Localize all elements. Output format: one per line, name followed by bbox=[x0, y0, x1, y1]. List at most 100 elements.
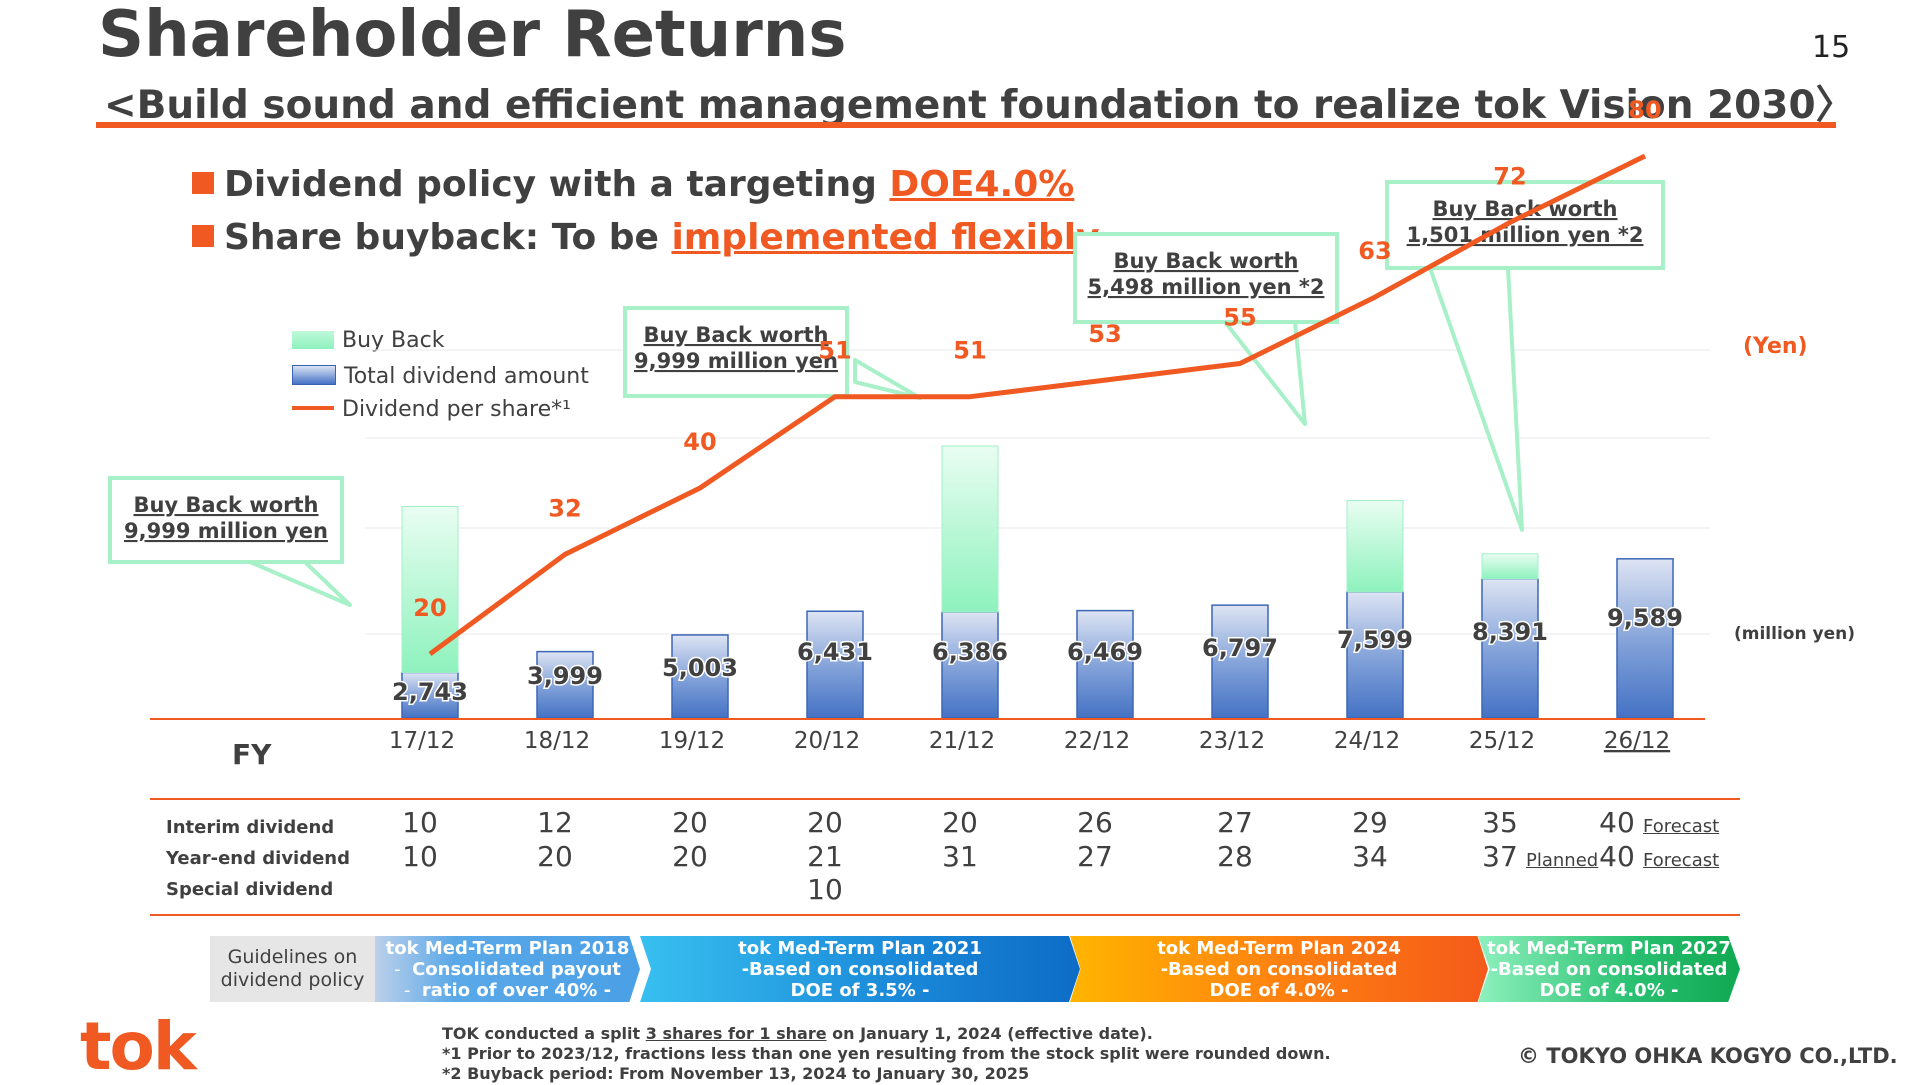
dividend-data-label: 2,743 bbox=[392, 678, 468, 706]
bar-total-dividend bbox=[1616, 558, 1674, 719]
table-cell: 20 bbox=[537, 840, 573, 873]
plan-2024: tok Med-Term Plan 2024 -Based on consoli… bbox=[1070, 936, 1488, 1002]
bar-buyback bbox=[1346, 500, 1404, 593]
dps-data-label: 63 bbox=[1358, 237, 1391, 265]
table-cell: 40 bbox=[1599, 806, 1635, 839]
dps-data-label: 51 bbox=[953, 337, 986, 365]
callout-pointer bbox=[248, 560, 352, 607]
plan-line: -Based on consolidated bbox=[1490, 958, 1728, 980]
plan-2021: tok Med-Term Plan 2021 -Based on consoli… bbox=[640, 936, 1080, 1002]
bullet-text: Share buyback: To be bbox=[224, 217, 672, 258]
dividend-data-label: 6,469 bbox=[1067, 638, 1143, 666]
table-cell: 31 bbox=[942, 840, 978, 873]
unit-yen: (Yen) bbox=[1743, 334, 1808, 359]
bar-total-dividend bbox=[1346, 591, 1404, 719]
callout-line2: 9,999 million yen bbox=[634, 349, 838, 373]
plan-title: tok Med-Term Plan 2024 bbox=[1157, 937, 1401, 959]
legend-swatch-buyback bbox=[292, 331, 334, 349]
table-cell: 20 bbox=[807, 806, 843, 839]
plan-title: tok Med-Term Plan 2018 bbox=[385, 937, 630, 959]
x-tick-label: 21/12 bbox=[929, 728, 995, 754]
table-cell: 40 bbox=[1599, 840, 1635, 873]
bullet-text: Dividend policy with a targeting bbox=[224, 164, 890, 205]
dps-data-label: 51 bbox=[818, 337, 851, 365]
table-cell: 27 bbox=[1217, 806, 1253, 839]
bar-total-dividend bbox=[1076, 609, 1134, 719]
callout-pointer bbox=[1428, 266, 1524, 532]
table-cell: 34 bbox=[1352, 840, 1388, 873]
plan-line: - ratio of over 40% - bbox=[403, 979, 612, 1001]
plan-line: DOE of 4.0% - bbox=[1539, 979, 1679, 1001]
fy-label: FY bbox=[232, 738, 272, 771]
bar-total-dividend bbox=[671, 634, 729, 719]
unit-million-yen: (million yen) bbox=[1734, 624, 1855, 644]
page-subtitle: <Build sound and efficient management fo… bbox=[104, 83, 1855, 128]
x-tick-label: 22/12 bbox=[1064, 728, 1130, 754]
callout-line2: 9,999 million yen bbox=[124, 519, 328, 543]
callout-line2: 5,498 million yen *2 bbox=[1088, 275, 1325, 299]
callout-line1: Buy Back worth bbox=[1113, 249, 1298, 273]
dividend-data-label: 9,589 bbox=[1607, 604, 1683, 632]
callout-box bbox=[623, 306, 849, 398]
table-cell: 20 bbox=[672, 806, 708, 839]
table-cell: 35 bbox=[1482, 806, 1518, 839]
legend-swatch-dps bbox=[292, 406, 334, 410]
dividend-data-label: 8,391 bbox=[1472, 618, 1548, 646]
legend-dps: Dividend per share*¹ bbox=[292, 397, 571, 422]
table-cell: 21 bbox=[807, 840, 843, 873]
guidelines-label: Guidelines on dividend policy bbox=[210, 936, 375, 1002]
row-label-year-end: Year-end dividend bbox=[166, 848, 351, 869]
callout-pointer bbox=[853, 358, 922, 400]
callout-line1: Buy Back worth bbox=[133, 493, 318, 517]
square-bullet-icon bbox=[192, 172, 214, 194]
table-cell: 12 bbox=[537, 806, 573, 839]
legend-label: Buy Back bbox=[342, 328, 445, 353]
table-cell: 10 bbox=[402, 806, 438, 839]
x-tick-label: 17/12 bbox=[389, 728, 455, 754]
dps-data-label: 40 bbox=[683, 428, 716, 456]
dividend-data-label: 5,003 bbox=[662, 654, 738, 682]
x-tick-label: 24/12 bbox=[1334, 728, 1400, 754]
plan-2027: tok Med-Term Plan 2027 -Based on consoli… bbox=[1478, 936, 1740, 1002]
table-cell: 26 bbox=[1077, 806, 1113, 839]
table-cell-note: Forecast bbox=[1643, 816, 1720, 837]
callout-line1: Buy Back worth bbox=[643, 323, 828, 347]
x-tick-label: 25/12 bbox=[1469, 728, 1535, 754]
table-cell: 29 bbox=[1352, 806, 1388, 839]
title-divider bbox=[96, 122, 1836, 128]
legend-total-dividend: Total dividend amount bbox=[292, 364, 589, 389]
table-cell: 20 bbox=[942, 806, 978, 839]
legend-label: Total dividend amount bbox=[344, 364, 589, 389]
dividend-data-label: 7,599 bbox=[1337, 626, 1413, 654]
table-cell-note: Planned bbox=[1526, 850, 1599, 871]
copyright: © TOKYO OHKA KOGYO CO.,LTD. bbox=[1518, 1044, 1898, 1068]
x-tick-label: 23/12 bbox=[1199, 728, 1265, 754]
dps-data-label: 53 bbox=[1088, 320, 1121, 348]
x-tick-label: 18/12 bbox=[524, 728, 590, 754]
dps-line bbox=[428, 153, 1647, 657]
table-cell: 20 bbox=[672, 840, 708, 873]
plan-line: -Based on consolidated bbox=[741, 958, 979, 980]
dps-data-label: 80 bbox=[1628, 96, 1661, 124]
bar-total-dividend bbox=[536, 650, 594, 719]
dps-data-label: 72 bbox=[1493, 162, 1526, 190]
legend-label: Dividend per share*¹ bbox=[342, 397, 571, 422]
table-cell-note: Forecast bbox=[1643, 850, 1720, 871]
plan-line: DOE of 4.0% - bbox=[1209, 979, 1349, 1001]
table-cell: 27 bbox=[1077, 840, 1113, 873]
plan-2018: tok Med-Term Plan 2018 - Consolidated pa… bbox=[375, 936, 640, 1002]
table-cell: 10 bbox=[402, 840, 438, 873]
legend-buyback: Buy Back bbox=[292, 328, 444, 353]
dividend-data-label: 6,431 bbox=[797, 638, 873, 666]
dividend-data-label: 6,386 bbox=[932, 638, 1008, 666]
dividend-data-label: 6,797 bbox=[1202, 634, 1278, 662]
table-bottom-rule bbox=[150, 914, 1740, 916]
page-number: 15 bbox=[1812, 30, 1851, 65]
x-tick-label: 26/12 bbox=[1604, 728, 1670, 754]
callout-line2: 1,501 million yen *2 bbox=[1407, 223, 1644, 247]
plan-line: DOE of 3.5% - bbox=[790, 979, 930, 1001]
bar-total-dividend bbox=[1211, 604, 1269, 719]
callout-box bbox=[1073, 232, 1339, 324]
footnote-1: *1 Prior to 2023/12, fractions less than… bbox=[442, 1044, 1331, 1063]
page-title: Shareholder Returns bbox=[98, 0, 847, 72]
